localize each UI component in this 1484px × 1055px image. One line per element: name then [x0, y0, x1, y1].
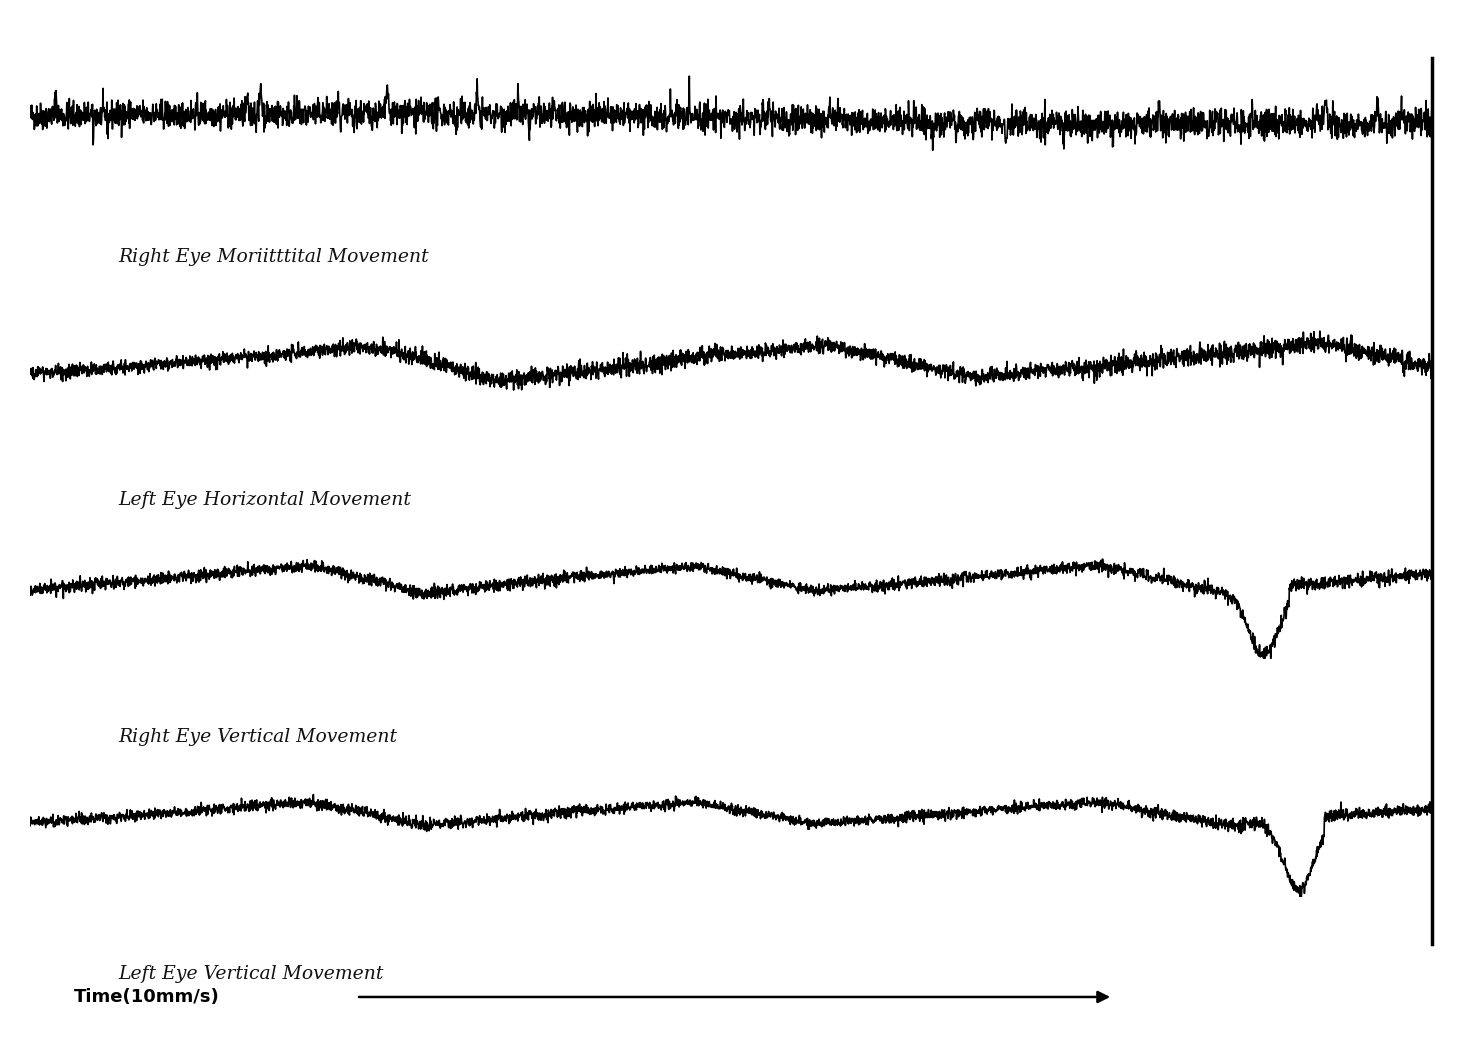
Text: Right Eye Vertical Movement: Right Eye Vertical Movement [119, 728, 398, 746]
Text: Right Eye Moriitttital Movement: Right Eye Moriitttital Movement [119, 248, 429, 266]
Text: Left Eye Horizontal Movement: Left Eye Horizontal Movement [119, 491, 411, 509]
Text: Time(10mm/s): Time(10mm/s) [74, 987, 220, 1006]
Text: Left Eye Vertical Movement: Left Eye Vertical Movement [119, 965, 384, 983]
